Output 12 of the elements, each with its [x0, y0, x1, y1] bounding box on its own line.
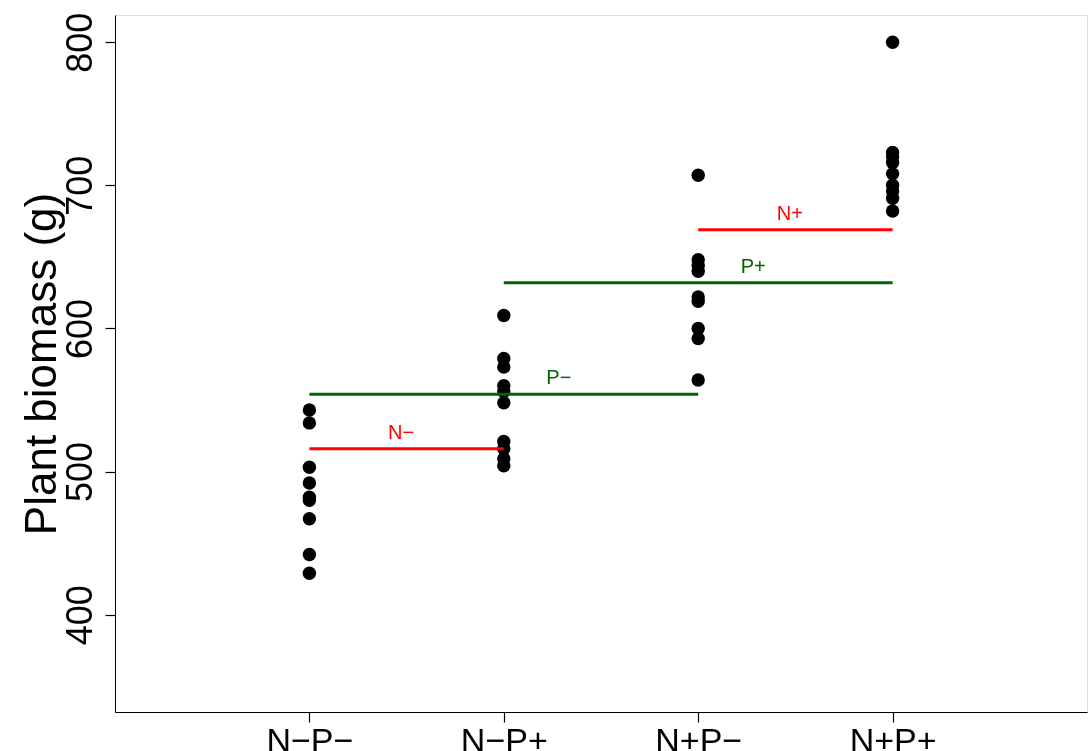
- y-tick-label: 400: [58, 585, 100, 646]
- y-tick-label: 800: [58, 12, 100, 73]
- series-label: P+: [740, 254, 766, 277]
- x-tick-label: N−P+: [460, 720, 548, 751]
- y-tick-label: 600: [58, 298, 100, 359]
- series-label: P−: [546, 366, 572, 389]
- y-tick-label: 500: [58, 442, 100, 503]
- x-tick-label: N−P−: [266, 720, 354, 751]
- series-label: N−: [388, 420, 415, 443]
- x-tick-label: N+P−: [655, 720, 743, 751]
- x-tick-label: N+P+: [849, 720, 937, 751]
- series-label: N+: [776, 201, 803, 224]
